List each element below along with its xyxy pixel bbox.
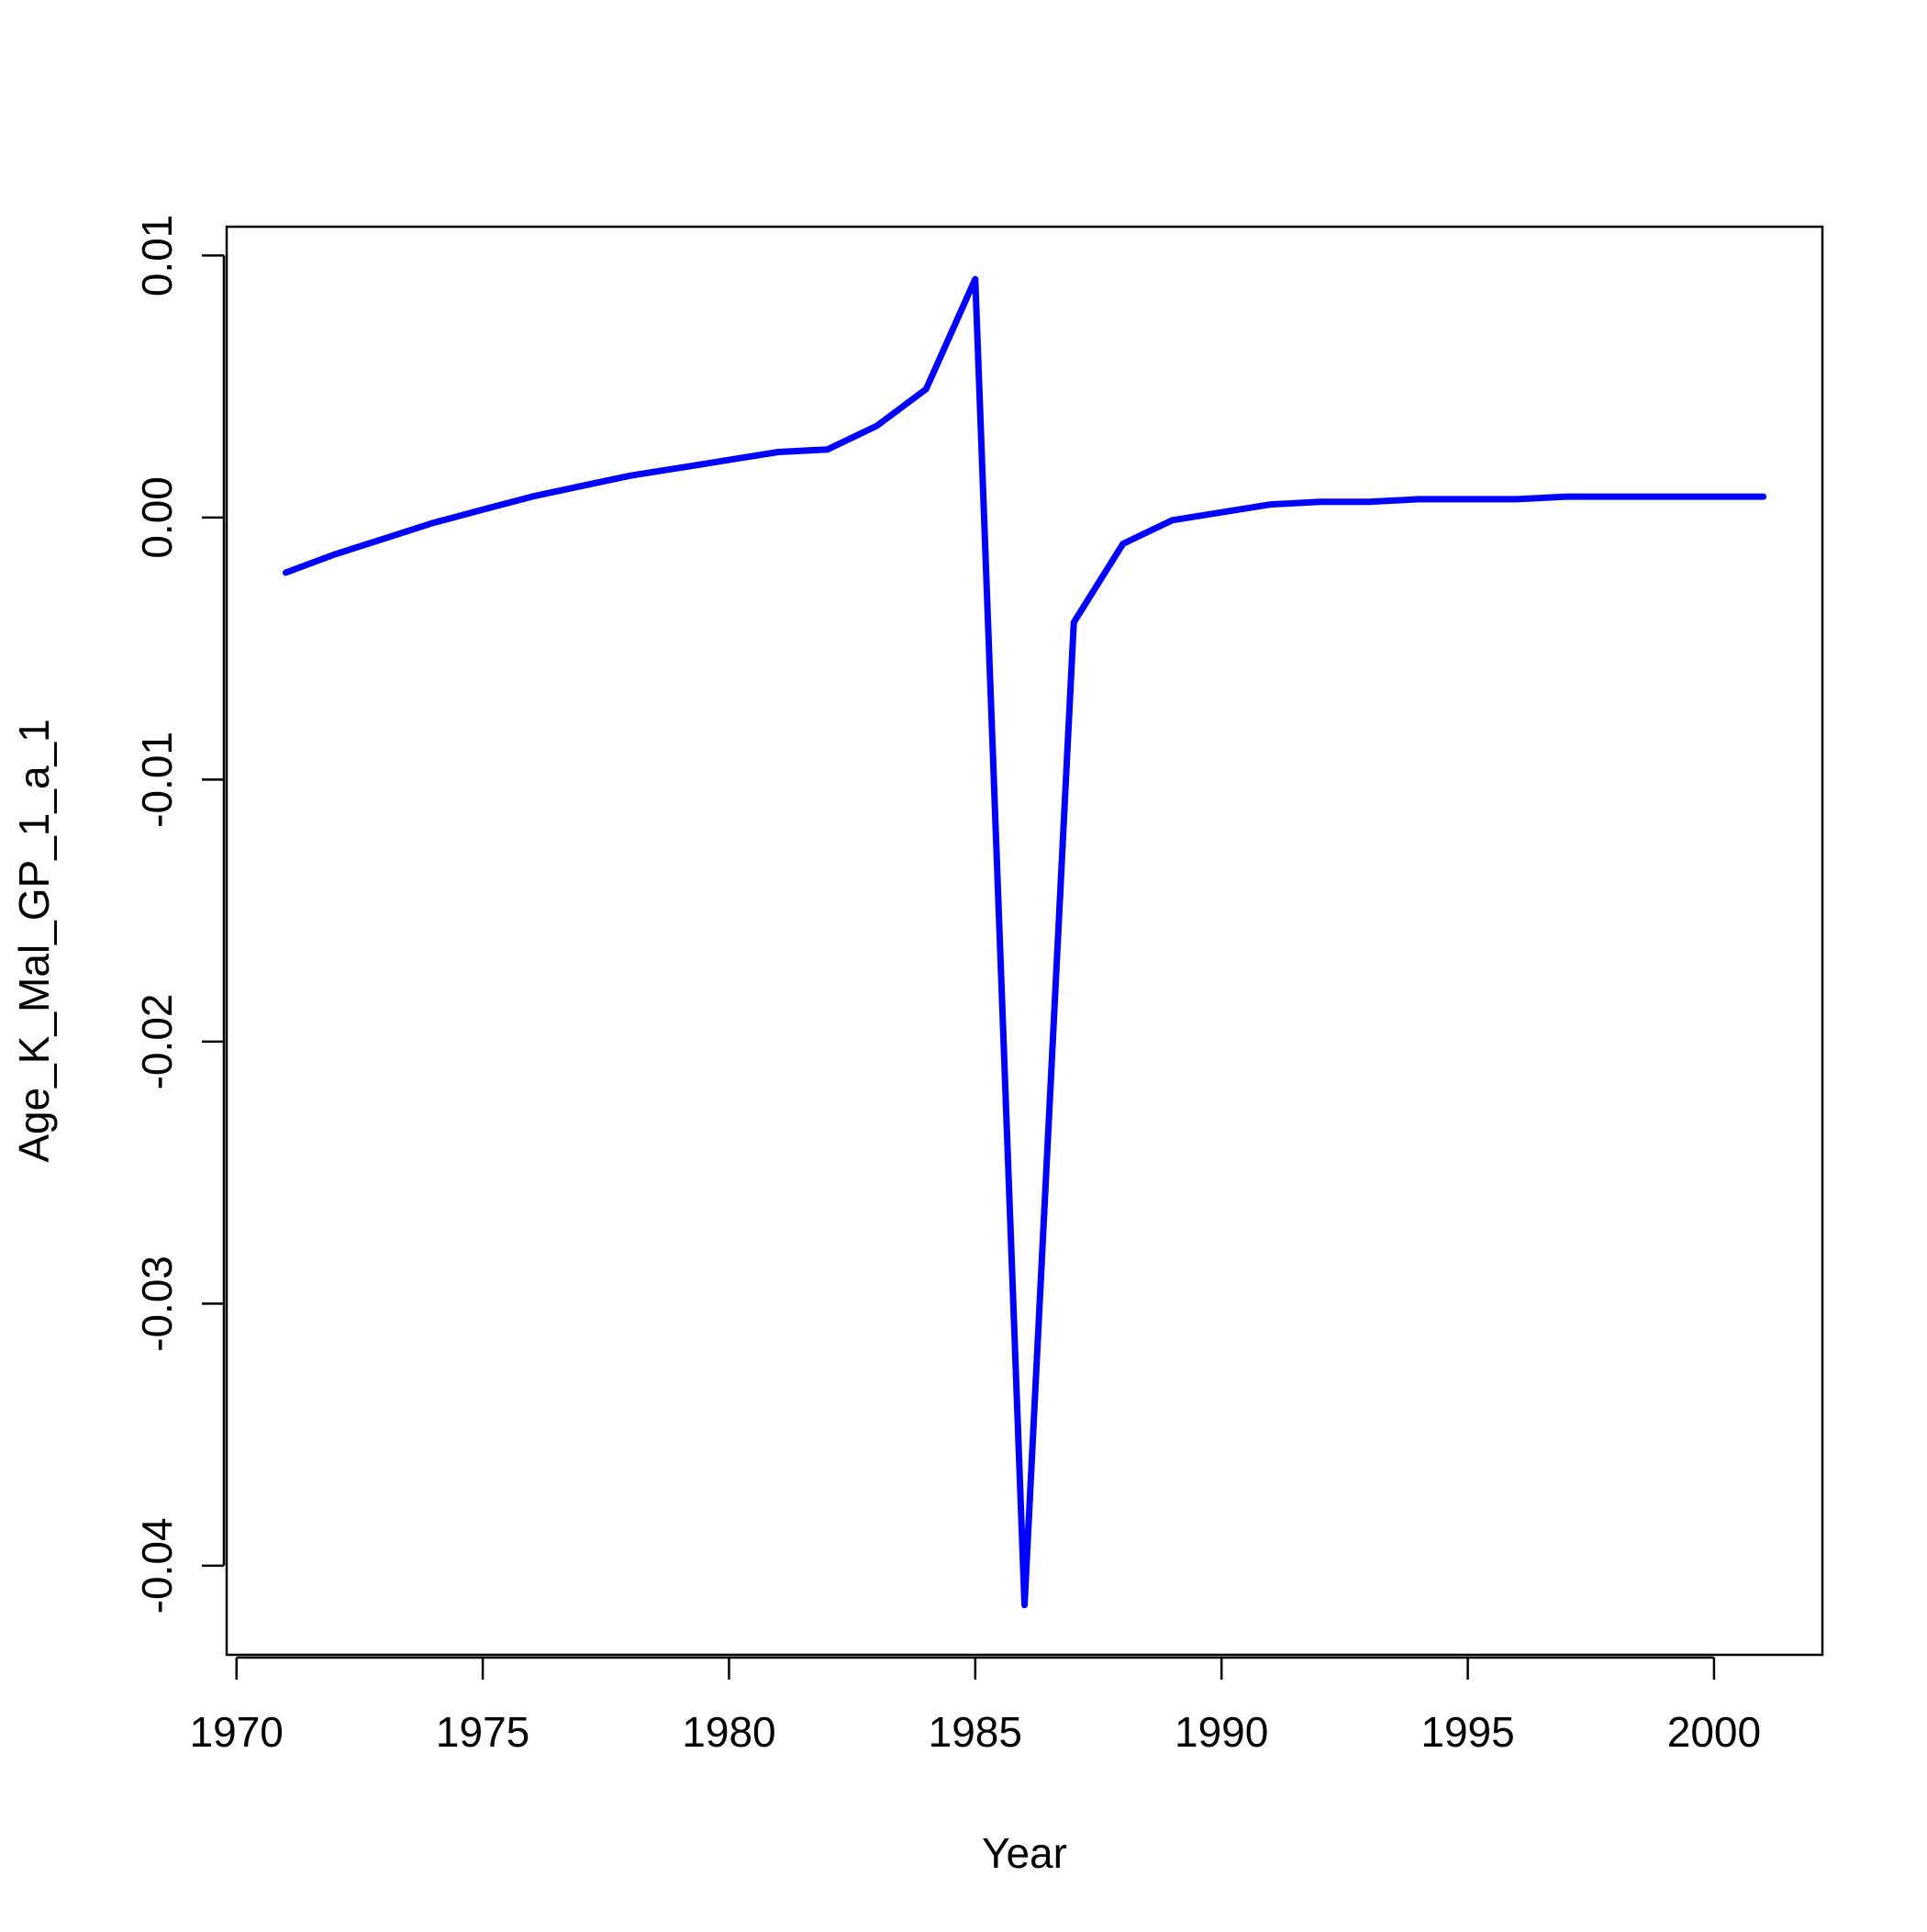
y-tick-label: -0.04 bbox=[133, 1517, 181, 1614]
y-tick-label: -0.02 bbox=[133, 993, 181, 1089]
x-tick-label: 1985 bbox=[929, 1708, 1022, 1756]
plot-area-frame bbox=[225, 225, 1824, 1657]
y-tick-label: -0.03 bbox=[133, 1256, 181, 1352]
x-tick-label: 1995 bbox=[1420, 1708, 1514, 1756]
x-tick-label: 1980 bbox=[682, 1708, 775, 1756]
x-axis-label: Year bbox=[982, 1829, 1067, 1877]
x-axis: 1970 1975 1980 1985 1990 1995 2000 bbox=[190, 1656, 1761, 1756]
series-line bbox=[282, 275, 1767, 1609]
y-axis: 0.01 0.00 -0.01 -0.02 -0.03 -0.04 bbox=[133, 215, 226, 1614]
y-tick-label: 0.00 bbox=[133, 476, 181, 559]
x-tick-label: 1970 bbox=[190, 1708, 284, 1756]
y-axis-label: Age_K_Mal_GP_1_a_1 bbox=[10, 719, 58, 1162]
x-tick-label: 1990 bbox=[1175, 1708, 1268, 1756]
y-tick-label: -0.01 bbox=[133, 731, 181, 828]
x-tick-label: 2000 bbox=[1667, 1708, 1761, 1756]
x-tick-label: 1975 bbox=[436, 1708, 529, 1756]
y-tick-label: 0.01 bbox=[133, 215, 181, 297]
